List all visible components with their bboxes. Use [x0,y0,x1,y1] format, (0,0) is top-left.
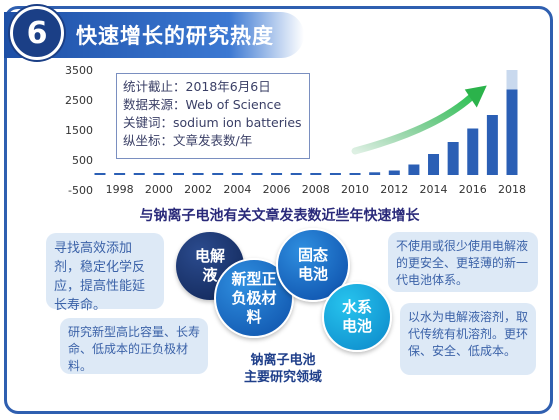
circle-electrolyte-label: 电解液 [194,247,225,284]
bar-2015 [447,142,459,175]
bar-2000 [153,173,165,175]
bar-1997 [94,173,106,175]
circle-new-electrode-label: 新型正负极材料 [231,269,277,326]
section-number-badge: 6 [10,6,64,60]
circle-aqueous: 水系电池 [322,282,392,352]
bar-2016 [467,128,479,175]
bar-2002 [192,173,204,175]
note-aqueous: 以水为电解液溶剂，取代传统有机溶剂。更环保、安全、低成本。 [400,303,536,375]
section-title: 快速增长的研究热度 [76,24,274,48]
y-tick-label: -500 [68,184,93,197]
x-tick-label: 2014 [420,183,448,196]
bar-2006 [271,173,283,175]
note-additives: 寻找高效添加剂，稳定化学反应，提高性能延长寿命。 [46,233,164,313]
y-tick-label: 2500 [65,94,93,107]
circle-solid-state-label: 固态电池 [297,246,328,283]
x-tick-label: 2008 [302,183,330,196]
x-tick-label: 2016 [459,183,487,196]
y-tick-label: 3500 [65,64,93,77]
bar-1998 [114,173,126,175]
x-tick-label: 2004 [223,183,251,196]
x-tick-label: 2006 [263,183,291,196]
bar-2004 [231,173,243,175]
bar-2007 [290,173,302,175]
center-caption-line2: 主要研究领域 [243,370,322,385]
info-keyword: 关键词：sodium ion batteries [123,115,302,130]
info-y-axis: 纵坐标：文章发表数/年 [123,133,253,148]
chart-caption: 与钠离子电池有关文章发表数近些年快速增长 [139,208,420,224]
x-tick-label: 2018 [498,183,526,196]
bar-2012 [388,170,400,175]
bar-1999 [133,173,145,175]
y-tick-label: 500 [72,154,93,167]
info-source: 数据来源：Web of Science [123,97,282,112]
bar-2005 [251,173,263,175]
bar-2011 [369,172,381,175]
bar-2003 [212,173,224,175]
chart-info-box: 统计截止：2018年6月6日 数据来源：Web of Science 关键词：s… [116,73,310,159]
bar-2017 [486,115,498,175]
growth-arrow-head [464,85,487,108]
x-tick-label: 2012 [380,183,408,196]
y-tick-label: 1500 [65,124,93,137]
x-tick-label: 2010 [341,183,369,196]
growth-arrow [351,94,475,155]
bar-2009 [329,173,341,175]
center-caption-line1: 钠离子电池 [250,353,316,368]
bar-2001 [172,173,184,175]
circle-aqueous-label: 水系电池 [341,298,372,335]
note-electrode-materials: 研究新型高比容量、长寿命、低成本的正负极材料。 [60,318,208,374]
x-tick-label: 1998 [106,183,134,196]
bar-2008 [310,173,322,175]
bar-2014 [428,154,440,175]
note-solid-state: 不使用或很少使用电解液的更安全、更轻薄的新一代电池体系。 [388,232,538,292]
x-tick-label: 2002 [184,183,212,196]
bar-2010 [349,173,361,175]
bar-2018 [506,89,518,175]
bar-2013 [408,164,420,175]
research-fields-caption: 钠离子电池 主要研究领域 [218,352,348,386]
info-date: 统计截止：2018年6月6日 [123,79,271,94]
x-tick-label: 2000 [145,183,173,196]
